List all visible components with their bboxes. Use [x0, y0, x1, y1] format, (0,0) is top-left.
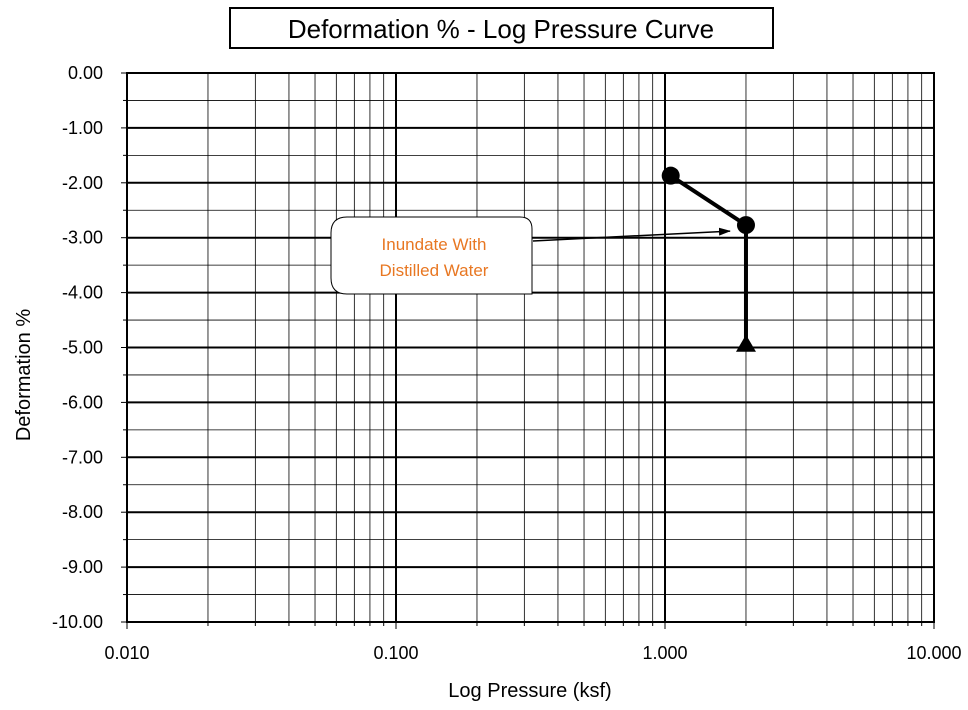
y-tick-label: -5.00	[62, 338, 103, 358]
y-tick-label: -10.00	[52, 612, 103, 632]
x-tick-label: 10.000	[906, 643, 961, 663]
y-tick-label: -3.00	[62, 228, 103, 248]
y-tick-label: 0.00	[68, 63, 103, 83]
y-tick-label: -6.00	[62, 392, 103, 412]
data-series	[661, 166, 756, 352]
chart-title: Deformation % - Log Pressure Curve	[288, 14, 714, 44]
y-tick-label: -9.00	[62, 557, 103, 577]
annotation-callout-box	[330, 216, 533, 295]
x-tick-label: 0.100	[373, 643, 418, 663]
axis-ticks	[121, 72, 935, 629]
y-axis-tick-labels: 0.00 -1.00 -2.00 -3.00 -4.00 -5.00 -6.00 -7.00 -…	[52, 63, 103, 632]
y-tick-label: -1.00	[62, 118, 103, 138]
y-axis-title: Deformation %	[13, 309, 35, 441]
data-point-circle	[661, 166, 680, 185]
data-point-circle	[736, 216, 755, 235]
plot-area	[121, 72, 935, 629]
chart-title-group: Deformation % - Log Pressure Curve	[229, 7, 774, 49]
y-tick-label: -7.00	[62, 447, 103, 467]
x-tick-label: 1.000	[642, 643, 687, 663]
x-axis-title: Log Pressure (ksf)	[448, 680, 611, 702]
annotation-group: Inundate With Distilled Water	[330, 216, 731, 295]
data-point-triangle	[735, 334, 756, 352]
y-tick-label: -8.00	[62, 502, 103, 522]
y-tick-label: -4.00	[62, 283, 103, 303]
annotation-line-2: Distilled Water	[380, 261, 489, 280]
x-tick-label: 0.010	[104, 643, 149, 663]
x-axis-tick-labels: 0.010 0.100 1.000 10.000	[104, 643, 961, 663]
annotation-arrow	[532, 227, 731, 242]
annotation-line-1: Inundate With	[382, 235, 487, 254]
chart-title-box	[229, 7, 774, 49]
grid-lines	[127, 73, 934, 622]
series-line	[669, 173, 748, 227]
y-tick-label: -2.00	[62, 173, 103, 193]
